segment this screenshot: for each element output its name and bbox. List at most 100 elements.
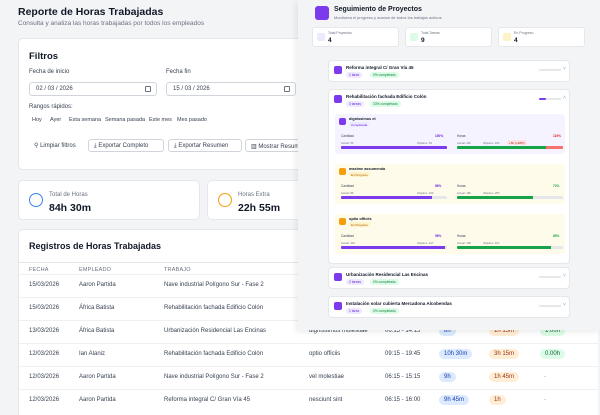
cell-date: 12/03/2026 <box>29 351 60 357</box>
table-row[interactable]: 12/03/2026 Aaron Partida Nave industrial P… <box>19 366 599 388</box>
cell-extra-hours: 1h 15m <box>489 326 520 336</box>
quantity-progress-fill <box>341 196 433 199</box>
cell-task: vel molestiae <box>309 374 345 380</box>
quantity-goal: Objetivo: 417 <box>417 241 434 245</box>
clear-filters-button[interactable]: ⚲ Limpiar filtros <box>29 139 85 152</box>
project-card[interactable]: Instalación solar cubierta Mercadona Alc… <box>328 296 570 318</box>
project-name: Urbanización Residencial Las Encinas <box>346 272 429 277</box>
tracking-title: Seguimiento de Proyectos <box>334 6 422 13</box>
cell-extra-hours: 1h <box>489 395 506 405</box>
task-status-badge: Completada <box>349 122 370 127</box>
cell-extra-hours: 1h 45m <box>489 372 520 382</box>
chevron-up-icon[interactable]: ˄ <box>563 95 566 101</box>
export-full-button[interactable]: ⤓ Exportar Completo <box>88 139 164 152</box>
cell-hours: 10h 30m <box>439 349 473 359</box>
calendar-icon[interactable] <box>284 86 290 92</box>
cell-tools: - <box>544 374 546 380</box>
project-tracking-panel: Seguimiento de Proyectos Monitorea el pr… <box>298 0 600 330</box>
project-card[interactable]: Reforma integral C/ Gran Vía 45 1 tarea 0%… <box>328 60 570 82</box>
cell-employee: Aaron Partida <box>79 397 116 403</box>
project-card[interactable]: Rehabilitación fachada Edificio Colón 3 t… <box>328 89 570 264</box>
end-date-input[interactable]: 15 / 03 / 2026 <box>166 82 296 96</box>
total-hours-value: 84h 30m <box>49 202 92 214</box>
quick-range-last-week[interactable]: Semana pasada <box>105 117 146 123</box>
table-row[interactable]: 12/03/2026 Ian Alaniz Rehabilitación facha… <box>19 343 599 365</box>
task-card[interactable]: dignissimos et Completada Cantidad 100% Actu… <box>335 114 565 154</box>
completion-badge: 0% completado <box>370 308 399 314</box>
cell-date: 12/03/2026 <box>29 374 60 380</box>
hours-label: Horas <box>457 234 466 238</box>
cell-time-range: 09:15 - 19:45 <box>385 351 421 357</box>
cell-time-range: 06:15 - 14:15 <box>385 328 421 334</box>
filter-icon: ⚲ <box>34 143 41 149</box>
quantity-progress-bar <box>341 146 447 149</box>
column-header-employee[interactable]: EMPLEADO <box>79 267 112 273</box>
chevron-down-icon[interactable]: ˅ <box>563 66 566 72</box>
quick-range-this-week[interactable]: Esta semana <box>69 117 102 123</box>
download-icon: ⤓ <box>94 143 99 149</box>
clock-icon <box>218 193 232 207</box>
chevron-down-icon[interactable]: ˅ <box>563 273 566 279</box>
cell-employee: Aaron Partida <box>79 282 116 288</box>
quantity-actual: Actual: 410 <box>341 241 355 245</box>
quick-range-this-month[interactable]: Este mes <box>149 117 172 123</box>
chart-icon <box>315 6 329 20</box>
export-summary-button[interactable]: ⤓ Exportar Resumen <box>168 139 242 152</box>
completion-badge: 0% completado <box>370 279 399 285</box>
show-summary-button[interactable]: ▥ Mostrar Resumen <box>245 139 307 152</box>
clock-icon <box>339 218 346 225</box>
download-icon: ⤓ <box>174 143 179 149</box>
quantity-goal: Objetivo: 100 <box>417 191 434 195</box>
start-date-label: Fecha de inicio <box>29 69 70 75</box>
project-card[interactable]: Urbanización Residencial Las Encinas 2 ta… <box>328 267 570 289</box>
page-title: Reporte de Horas Trabajadas <box>18 6 164 18</box>
cell-job: Rehabilitación fachada Edificio Colón <box>164 351 264 357</box>
quantity-progress-bar <box>341 246 447 249</box>
project-progress-fill <box>539 98 547 100</box>
hours-actual: Actual: 22h <box>457 141 471 145</box>
calendar-icon[interactable] <box>145 86 151 92</box>
task-status-badge: En Progreso <box>349 222 370 227</box>
cell-hours: 9h 45m <box>439 395 470 405</box>
hours-actual: Actual: 10h <box>457 241 471 245</box>
quantity-label: Cantidad <box>341 134 354 138</box>
project-progress-bar <box>539 69 561 71</box>
quantity-progress-bar <box>341 196 447 199</box>
start-date-input[interactable]: 02 / 03 / 2026 <box>29 82 157 96</box>
column-header-job[interactable]: TRABAJO <box>164 267 191 273</box>
quantity-progress-fill <box>341 146 447 149</box>
total-hours-label: Total de Horas <box>49 192 88 198</box>
task-card[interactable]: optio officiis En Progreso Cantidad 98% Actu… <box>335 214 565 254</box>
clock-icon <box>29 193 43 207</box>
quick-range-last-month[interactable]: Mes pasado <box>177 117 207 123</box>
extra-hours-value: 22h 55m <box>238 202 281 214</box>
task-name: maxime assumenda <box>349 167 386 171</box>
hours-overrun-badge: +5h (+38%) <box>507 140 527 145</box>
clock-icon <box>339 168 346 175</box>
quick-range-yesterday[interactable]: Ayer <box>50 117 62 123</box>
cell-job: Nave industrial Polígono Sur - Fase 2 <box>164 374 264 380</box>
filters-title: Filtros <box>29 51 59 62</box>
building-icon <box>334 95 342 103</box>
cell-employee: África Batista <box>79 305 115 311</box>
table-row[interactable]: 12/03/2026 Aaron Partida Reforma integral … <box>19 389 599 411</box>
hours-progress-fill <box>457 146 547 149</box>
cell-job: Nave industrial Polígono Sur - Fase 2 <box>164 282 264 288</box>
task-status-badge: En Progreso <box>349 172 370 177</box>
project-progress-bar <box>539 98 561 100</box>
quantity-label: Cantidad <box>341 234 354 238</box>
hours-percent: 119% <box>553 134 561 138</box>
quantity-percent: 86% <box>435 184 442 188</box>
building-icon <box>334 66 342 74</box>
chevron-down-icon[interactable]: ˅ <box>563 302 566 308</box>
task-name: dignissimos et <box>349 117 376 121</box>
completion-badge: 33% completado <box>370 101 401 107</box>
cell-date: 15/03/2026 <box>29 282 60 288</box>
task-card[interactable]: maxime assumenda En Progreso Cantidad 86% Ac… <box>335 164 565 204</box>
summary-in-progress: En Progreso 4 <box>498 27 585 47</box>
quick-range-today[interactable]: Hoy <box>32 117 42 123</box>
end-date-label: Fecha fin <box>166 69 191 75</box>
column-header-date[interactable]: FECHA <box>29 267 49 273</box>
project-name: Reforma integral C/ Gran Vía 45 <box>346 65 414 70</box>
filters-card: Filtros Fecha de inicio 02 / 03 / 2026 F… <box>18 38 308 170</box>
